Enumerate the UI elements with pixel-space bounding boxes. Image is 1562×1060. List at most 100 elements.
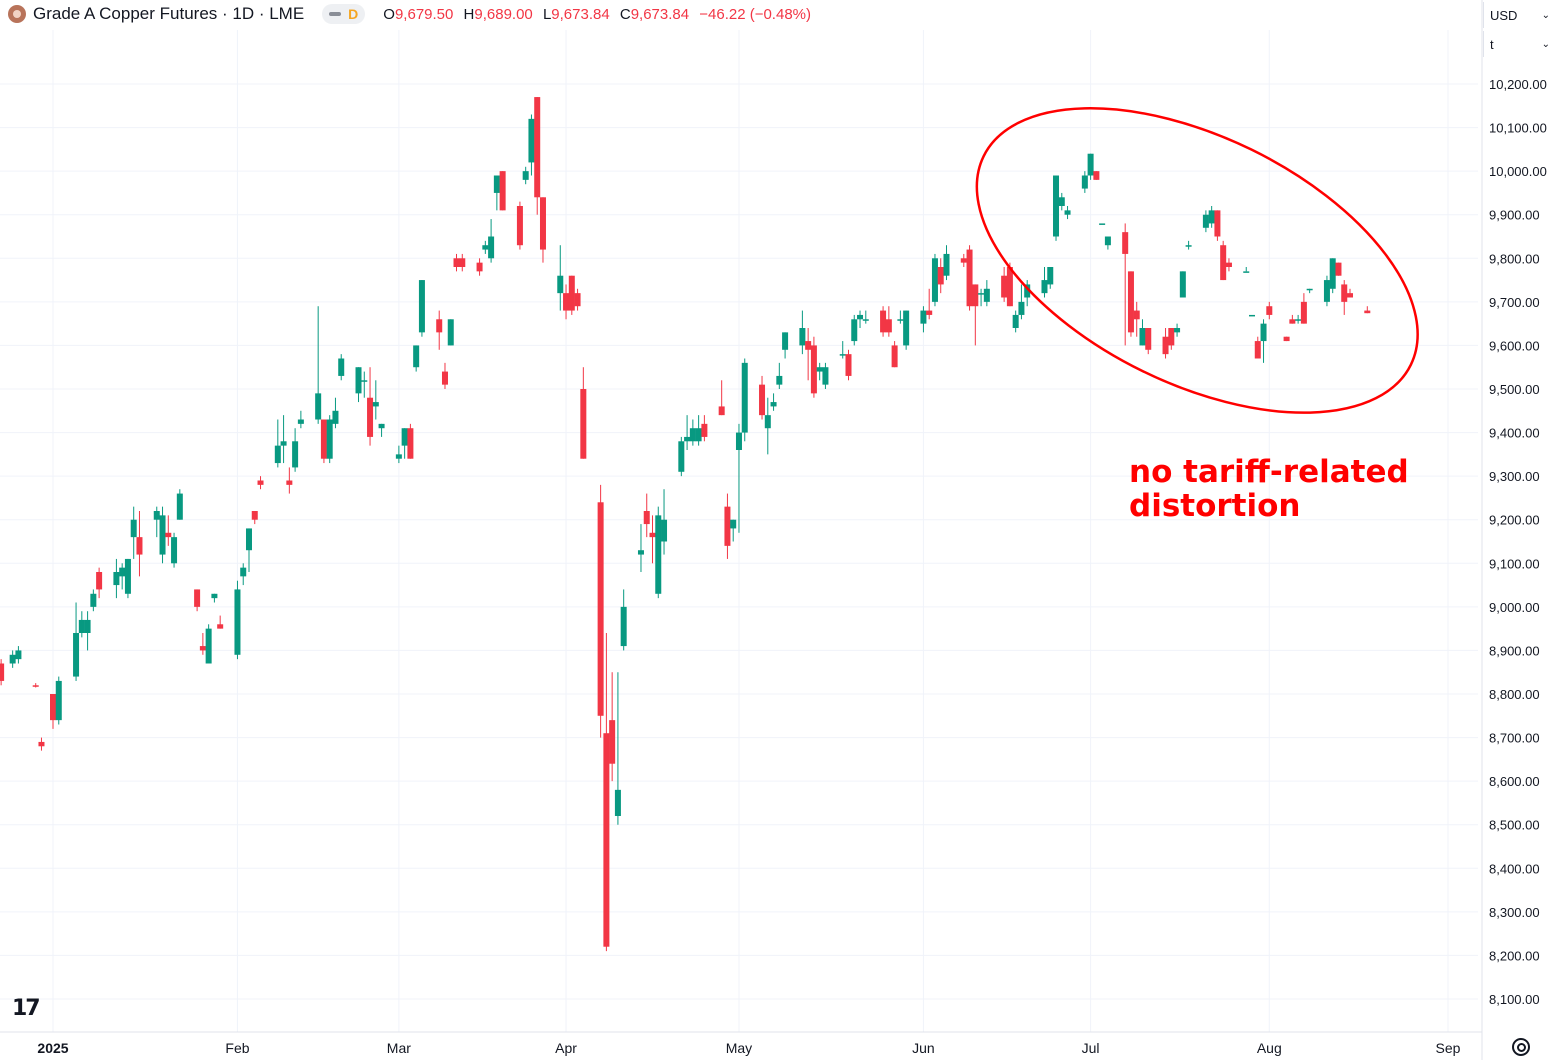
candle [810,336,817,398]
candle [695,415,702,446]
candle [943,245,950,281]
low-key: L [542,5,552,23]
candle-body [1053,175,1060,237]
candle-body [851,319,858,342]
candle [1081,171,1088,193]
candle [1243,267,1250,273]
candle-body [609,720,616,764]
candle [1202,210,1209,233]
candle-body [1283,336,1290,342]
candle-body [292,441,299,468]
candle-body [326,419,333,459]
candle-body [1289,319,1296,324]
unit-select[interactable]: t ⌄ [1483,31,1556,57]
candle-body [978,293,985,295]
candle-body [453,258,460,267]
candle-body [568,275,575,311]
candle-body [73,633,80,677]
candle [1064,206,1071,220]
candle-body [983,288,990,302]
candle [332,397,339,429]
candle [136,511,143,577]
candle-body [1306,288,1313,291]
candle-body [407,428,414,459]
candle-body [441,371,448,385]
chevron-down-icon: ⌄ [1541,38,1550,50]
annotation-line-1: no tariff-related [1129,454,1409,490]
candle-body [1139,328,1146,346]
y-tick-label: 8,400.00 [1489,861,1540,876]
highlight-ellipse [975,107,1419,414]
candle [9,650,16,668]
y-tick-label: 9,900.00 [1489,208,1540,223]
candle-body [90,593,97,607]
candle-body [1081,175,1088,189]
candle [493,175,500,211]
candle-body [447,319,454,346]
candle [78,611,85,638]
candle [119,563,126,590]
gear-icon[interactable] [1512,1038,1530,1056]
candle-body [1133,310,1140,320]
y-tick-label: 9,100.00 [1489,556,1540,571]
candle-body [1208,210,1215,224]
candle-body [1174,328,1181,333]
candle [1283,336,1290,342]
market-status-pill[interactable]: D [322,4,366,24]
change-value: −46.22 (−0.48%) [699,5,811,23]
candle-body [891,345,898,368]
candle-body [1087,153,1094,176]
candle [1179,271,1186,298]
candle [32,683,39,688]
candle [1289,314,1296,324]
candle [620,589,627,651]
symbol-title[interactable]: Grade A Copper Futures · 1D · LME [33,4,305,23]
close-key: C [619,5,631,23]
candle [315,306,322,424]
candle-body [1295,319,1302,321]
candle-body [926,310,933,315]
low-value: 9,673.84 [551,5,610,23]
y-axis-ticks: 10,200.00 10,100.00 10,000.00 9,900.00 9,800… [1489,77,1547,1007]
y-tick-label: 10,200.00 [1489,77,1547,92]
tradingview-logo-icon[interactable]: 17 [12,996,41,1021]
candle-body [563,293,570,311]
candle [730,519,737,542]
candle [407,423,414,459]
candle-body [805,341,812,350]
candle-body [338,358,345,376]
candle-body [119,567,126,577]
x-tick-label: Jun [912,1040,935,1056]
candle [0,659,5,686]
candle [764,397,771,455]
candle [1122,223,1129,346]
candle-body [862,319,869,321]
annotation-text: no tariff-related distortion [1129,455,1409,523]
candle [1249,314,1256,317]
high-key: H [463,5,475,23]
candle [338,354,345,381]
candle [401,428,408,459]
candle-body [113,572,120,586]
candle-body [931,258,938,302]
currency-select[interactable]: USD ⌄ [1483,2,1556,28]
candle [718,380,725,416]
candle-body [1202,214,1209,228]
candle-body [482,245,489,250]
candle [534,97,541,215]
candle-body [822,367,829,385]
candle-body [724,506,731,546]
candle [782,332,789,359]
candle [1018,284,1025,320]
candle-body [920,310,927,324]
candle [1306,288,1313,294]
candle [395,445,402,464]
y-tick-label: 8,100.00 [1489,992,1540,1007]
candle [759,375,766,420]
candle [1093,171,1100,180]
candle-body [217,624,224,629]
candle-body [943,253,950,276]
x-tick-label: 2025 [37,1040,68,1056]
candle [799,310,806,355]
